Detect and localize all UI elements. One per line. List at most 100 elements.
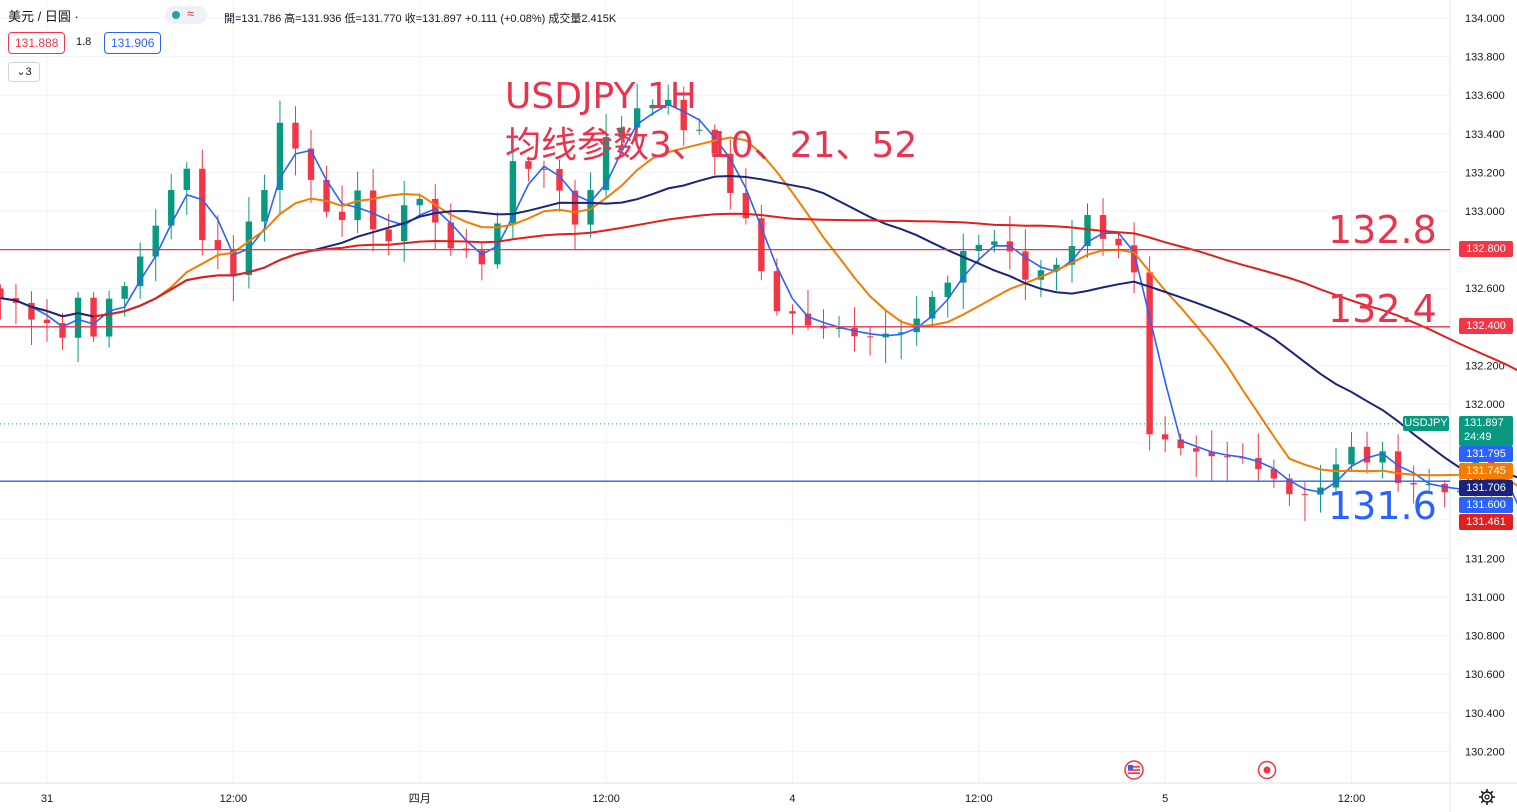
candle-body — [1177, 439, 1184, 449]
candle-body — [696, 129, 703, 131]
x-tick-label: 四月 — [409, 793, 431, 805]
candle-body — [649, 104, 656, 109]
candle-body — [509, 161, 517, 224]
candle-body — [1441, 484, 1448, 493]
candle-body — [292, 122, 299, 149]
level-label-132-4: 132.4 — [1328, 287, 1437, 331]
candle-body — [571, 190, 579, 225]
candle-body — [105, 298, 113, 337]
gear-icon[interactable] — [1478, 788, 1496, 806]
x-tick-label: 4 — [789, 793, 795, 805]
chart-annotation-ma: 均线参数3、10、21、52 — [505, 125, 918, 166]
candle-body — [975, 244, 982, 252]
price-label-ma21: 131.706 — [1459, 480, 1513, 496]
candle-body — [1115, 238, 1122, 246]
spread-value: 1.8 — [76, 36, 92, 48]
candle-body — [276, 122, 284, 190]
candle-body — [1224, 456, 1231, 458]
candle-body — [59, 323, 66, 338]
candle-body — [1208, 451, 1215, 457]
candle-body — [758, 218, 765, 272]
candle-body — [1301, 494, 1309, 496]
candle-body — [354, 190, 361, 221]
candle-body — [960, 251, 967, 283]
ma-line-10 — [0, 136, 1517, 487]
candle-body — [416, 198, 423, 206]
candle-body — [183, 168, 190, 191]
candle-body — [680, 99, 687, 131]
candle-body — [1099, 215, 1107, 239]
candle-body — [727, 153, 734, 193]
level-label-132-8: 132.8 — [1328, 208, 1437, 252]
candle-body — [1068, 246, 1076, 265]
indicator-legend-toggle[interactable]: ⌄3 — [8, 62, 40, 82]
y-tick-label: 132.600 — [1465, 283, 1505, 295]
candle-body — [587, 190, 594, 225]
x-tick-label: 5 — [1162, 793, 1168, 805]
candle-body — [1394, 451, 1402, 483]
candle-body — [556, 168, 563, 191]
candle-body — [1130, 245, 1138, 273]
candle-body — [43, 319, 51, 324]
ma-line-21 — [0, 174, 1517, 479]
candle-body — [152, 225, 159, 257]
y-tick-label: 132.000 — [1465, 399, 1505, 411]
candle-body — [1379, 451, 1386, 463]
ma-line-52 — [93, 212, 1517, 372]
candle-body — [929, 296, 936, 319]
chart-annotation-title: USDJPY 1H — [505, 76, 697, 117]
legend-count: 3 — [25, 66, 32, 78]
candle-body — [1255, 458, 1262, 470]
candle-body — [835, 327, 843, 329]
y-tick-label: 130.200 — [1465, 746, 1505, 758]
candle-body — [742, 192, 750, 219]
last-price-value: 131.897 — [1464, 417, 1504, 429]
candle-body — [494, 223, 501, 265]
candle-body — [944, 282, 951, 297]
event-marker-icon[interactable] — [1257, 760, 1277, 780]
candle-body — [1270, 469, 1278, 479]
symbol-badge: USDJPY — [1403, 416, 1449, 431]
candle-body — [711, 129, 718, 154]
candle-body — [897, 332, 905, 334]
candle-body — [1037, 270, 1045, 280]
y-tick-label: 130.400 — [1465, 708, 1505, 720]
bar-countdown: 24:49 — [1464, 431, 1492, 443]
candle-body — [1146, 272, 1153, 435]
candles — [0, 83, 1511, 522]
candle-body — [369, 190, 377, 230]
y-tick-label: 133.600 — [1465, 90, 1505, 102]
price-label-resist-high: 132.800 — [1459, 241, 1513, 257]
candle-body — [1332, 464, 1340, 488]
candle-body — [168, 190, 175, 226]
market-status-pill[interactable]: ≈ — [165, 6, 207, 24]
candle-body — [525, 161, 532, 169]
y-tick-label: 133.200 — [1465, 167, 1505, 179]
candle-body — [618, 127, 625, 138]
candle-body — [385, 229, 392, 242]
price-label-ma10: 131.745 — [1459, 463, 1513, 479]
last-price-label: 131.897 24:49 — [1459, 416, 1513, 446]
candle-body — [866, 336, 874, 338]
candle-body — [478, 250, 486, 265]
candle-body — [230, 249, 237, 276]
symbol-title[interactable]: 美元 / 日圓 · — [8, 9, 79, 24]
candle-body — [540, 168, 548, 170]
price-label-support: 131.600 — [1459, 497, 1513, 513]
x-tick-label: 12:00 — [220, 793, 248, 805]
market-open-dot-icon — [172, 11, 180, 19]
us-flag-event-icon[interactable] — [1124, 760, 1144, 780]
price-label-ma3: 131.795 — [1459, 446, 1513, 462]
sell-price-button[interactable]: 131.888 — [8, 32, 66, 54]
wave-icon: ≈ — [187, 6, 195, 21]
x-tick-label: 12:00 — [1338, 793, 1366, 805]
x-tick-label: 12:00 — [592, 793, 620, 805]
y-tick-label: 134.000 — [1465, 13, 1505, 25]
buy-price-button[interactable]: 131.906 — [104, 32, 162, 54]
candle-body — [136, 256, 144, 287]
y-tick-label: 131.000 — [1465, 592, 1505, 604]
candle-body — [773, 271, 781, 312]
y-tick-label: 132.200 — [1465, 360, 1505, 372]
candle-body — [913, 318, 920, 333]
